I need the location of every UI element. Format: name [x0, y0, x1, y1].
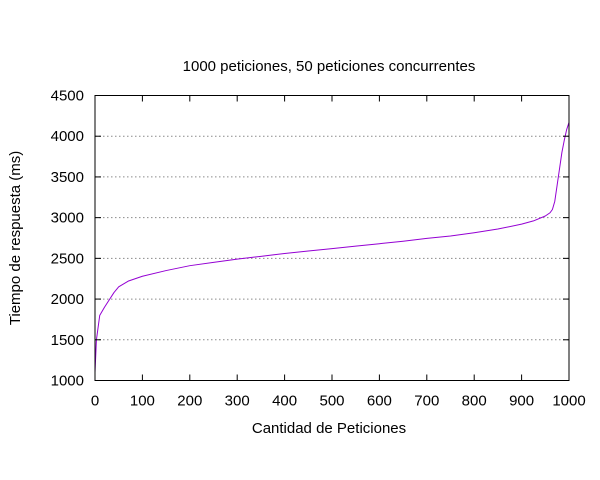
series-line-1 [94, 122, 570, 373]
x-tick-label: 600 [367, 393, 392, 410]
x-tick-label: 100 [130, 393, 155, 410]
y-tick-label: 2500 [51, 250, 84, 267]
y-tick-label: 1000 [51, 373, 84, 390]
y-tick-label: 1500 [51, 332, 84, 349]
x-tick-label: 900 [509, 393, 534, 410]
x-tick-label: 800 [462, 393, 487, 410]
x-tick-label: 700 [414, 393, 439, 410]
x-tick-label: 1000 [552, 393, 585, 410]
y-tick-label: 4500 [51, 88, 84, 105]
y-tick-label: 3000 [51, 210, 84, 227]
axis-ticks: 1000 1500 2000 2500 3000 3500 4000 4500 0 100 200 3… [51, 88, 586, 410]
x-tick-label: 400 [272, 393, 297, 410]
grid-lines [95, 135, 569, 341]
x-tick-label: 0 [91, 393, 99, 410]
series-layer [94, 122, 570, 373]
x-axis-label: Cantidad de Peticiones [252, 420, 406, 437]
x-tick-label: 500 [319, 393, 344, 410]
y-tick-label: 4000 [51, 128, 84, 145]
x-tick-label: 300 [225, 393, 250, 410]
plot-frame [94, 95, 570, 381]
chart-title: 1000 peticiones, 50 peticiones concurren… [183, 58, 476, 75]
x-tick-label: 200 [177, 393, 202, 410]
y-tick-label: 2000 [51, 291, 84, 308]
y-tick-label: 3500 [51, 169, 84, 186]
y-axis-label: Tiempo de respuesta (ms) [7, 151, 24, 326]
